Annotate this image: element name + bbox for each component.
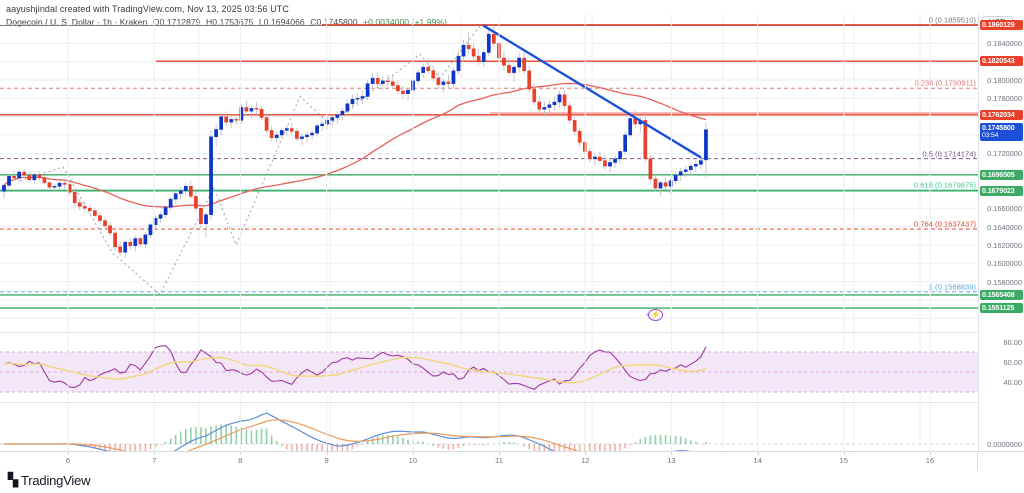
price-tick: 0.1800000	[987, 75, 1022, 85]
time-tick	[499, 452, 500, 455]
price-chip-value: 0.1679023	[982, 185, 1015, 195]
chart-panes[interactable]: 0 (0.1859510) 0.236 (0.1790911) 0.5 (0.171…	[0, 14, 978, 458]
tradingview-logo: ▚ TradingView	[8, 472, 91, 488]
rsi-tick: 40.00	[1003, 378, 1023, 387]
tradingview-mark: ▚	[8, 472, 18, 487]
legend-low: L0.1694066	[258, 17, 305, 27]
price-pane[interactable]: 0 (0.1859510) 0.236 (0.1790911) 0.5 (0.171…	[0, 14, 978, 332]
price-chip-value: 0.1745800	[982, 122, 1015, 132]
rsi-plot	[0, 332, 978, 402]
time-tick	[412, 452, 414, 455]
time-axis[interactable]: 6 7 8 9 10 11 12 13 14 15 16	[0, 451, 1024, 470]
time-tick	[240, 452, 242, 455]
time-label: 6	[65, 456, 71, 465]
fib-level-label: 0.236 (0.1790911)	[914, 78, 976, 88]
price-chip-value: 0.1696505	[982, 169, 1015, 179]
legend-change: +0.0034000 (+1.99%)	[363, 17, 448, 27]
price-tick: 0.1620000	[987, 240, 1022, 250]
price-chip[interactable]: 0.1551125	[980, 303, 1023, 314]
pane-divider-1	[0, 332, 978, 333]
rsi-tick: 80.00	[1003, 338, 1023, 347]
price-axis[interactable]: USD 0.18400000.18000000.17800000.1720000…	[978, 14, 1024, 451]
price-chip-value: 0.1762034	[982, 109, 1015, 119]
price-tick: 0.1720000	[987, 149, 1022, 159]
attribution-text: aayushjindal created with TradingView.co…	[6, 4, 289, 14]
time-label: 8	[238, 456, 243, 465]
macd-plot	[0, 402, 978, 458]
time-label: 12	[580, 456, 590, 465]
price-tick: 0.1840000	[987, 39, 1022, 49]
fib-level-label: 0.5 (0.1714174)	[922, 149, 976, 159]
rsi-tick: 60.00	[1003, 358, 1023, 367]
fib-level-label: 0.764 (0.1637437)	[913, 219, 976, 229]
legend-open: O0.1712879	[152, 17, 201, 27]
time-tick	[843, 452, 845, 455]
legend-symbol: Dogecoin / U. S. Dollar · 1h · Kraken	[6, 17, 148, 27]
time-tick	[757, 452, 759, 455]
time-label: 15	[839, 456, 849, 465]
lightning-bolt-icon[interactable]: + ⚡	[646, 309, 663, 321]
price-chip[interactable]: 0.1565408	[980, 289, 1023, 300]
tradingview-wordmark: TradingView	[21, 472, 91, 488]
price-tick: 0.1600000	[987, 259, 1022, 269]
time-label: 11	[495, 456, 503, 465]
price-chip[interactable]: 0.1696505	[980, 169, 1023, 180]
time-tick	[68, 452, 69, 455]
legend-close: C0.1745800	[310, 17, 358, 27]
price-chip-value: 0.1551125	[982, 303, 1015, 313]
legend-high: H0.1753675	[206, 17, 254, 27]
time-label: 9	[324, 456, 329, 465]
pane-divider-2	[0, 402, 978, 403]
time-tick	[154, 452, 156, 455]
price-chip-value: 0.1860129	[982, 19, 1015, 29]
price-chip[interactable]: 0.1745800 03:54	[980, 122, 1023, 141]
macd-pane[interactable]	[0, 402, 978, 458]
time-tick	[930, 452, 931, 455]
time-tick	[585, 452, 587, 455]
price-chip[interactable]: 0.1860129	[980, 19, 1023, 30]
axis-separator	[977, 452, 978, 470]
price-chip-time: 03:54	[982, 131, 999, 139]
time-label: 10	[408, 456, 418, 465]
time-tick	[326, 452, 328, 455]
rsi-pane[interactable]	[0, 332, 978, 402]
price-chip[interactable]: 0.1762034	[980, 109, 1023, 120]
price-tick: 0.1640000	[987, 222, 1022, 232]
price-chip[interactable]: 0.1820543	[980, 56, 1023, 67]
time-label: 16	[925, 456, 935, 465]
price-tick: 0.1780000	[987, 94, 1022, 104]
time-label: 14	[753, 456, 762, 465]
price-chip-value: 0.1565408	[982, 289, 1015, 299]
macd-tick: 0.0000000	[987, 440, 1022, 449]
time-tick	[671, 452, 673, 455]
price-chip[interactable]: 0.1679023	[980, 185, 1023, 196]
price-tick: 0.1660000	[987, 204, 1022, 214]
price-chip-value: 0.1820543	[982, 56, 1015, 66]
chart-legend: Dogecoin / U. S. Dollar · 1h · Kraken O0…	[6, 17, 450, 27]
fib-level-label: 1 (0.1568839)	[928, 282, 976, 292]
price-plot	[0, 14, 978, 332]
time-label: 13	[667, 456, 676, 465]
price-tick: 0.1580000	[987, 277, 1022, 287]
fib-level-label: 0.618 (0.1679875)	[913, 180, 976, 190]
time-label: 7	[152, 456, 157, 465]
fib-level-label: 0 (0.1859510)	[928, 15, 976, 25]
